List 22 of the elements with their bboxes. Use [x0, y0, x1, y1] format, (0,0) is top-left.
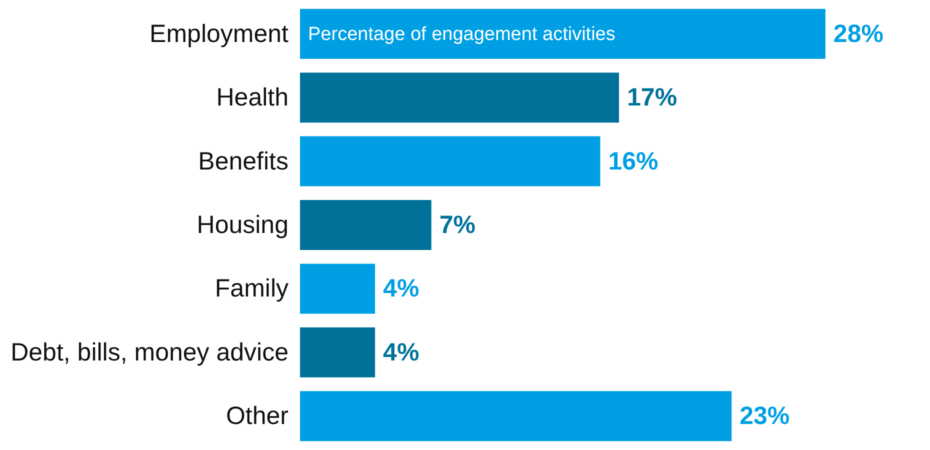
data-label: 4%	[383, 338, 420, 366]
data-label: 28%	[833, 20, 884, 48]
data-label: 4%	[383, 274, 420, 303]
data-label: 23%	[740, 402, 790, 430]
bar	[300, 327, 376, 378]
y-tick-label: Employment	[150, 20, 289, 48]
y-tick-label: Benefits	[198, 147, 288, 176]
bar	[300, 8, 826, 59]
y-tick-label: Health	[216, 84, 288, 112]
bar	[300, 264, 376, 314]
data-label: 17%	[627, 84, 678, 112]
data-label: 16%	[608, 147, 658, 176]
bar	[300, 72, 620, 123]
y-tick-label: Other	[226, 402, 288, 430]
bar	[300, 200, 432, 250]
y-tick-label: Family	[214, 274, 289, 303]
data-label: 7%	[439, 211, 476, 239]
y-tick-label: Housing	[196, 211, 288, 239]
y-tick-label: Debt, bills, money advice	[10, 338, 288, 366]
bar	[300, 391, 732, 442]
bar	[300, 136, 600, 186]
annotation: Percentage of engagement activities	[308, 24, 616, 45]
